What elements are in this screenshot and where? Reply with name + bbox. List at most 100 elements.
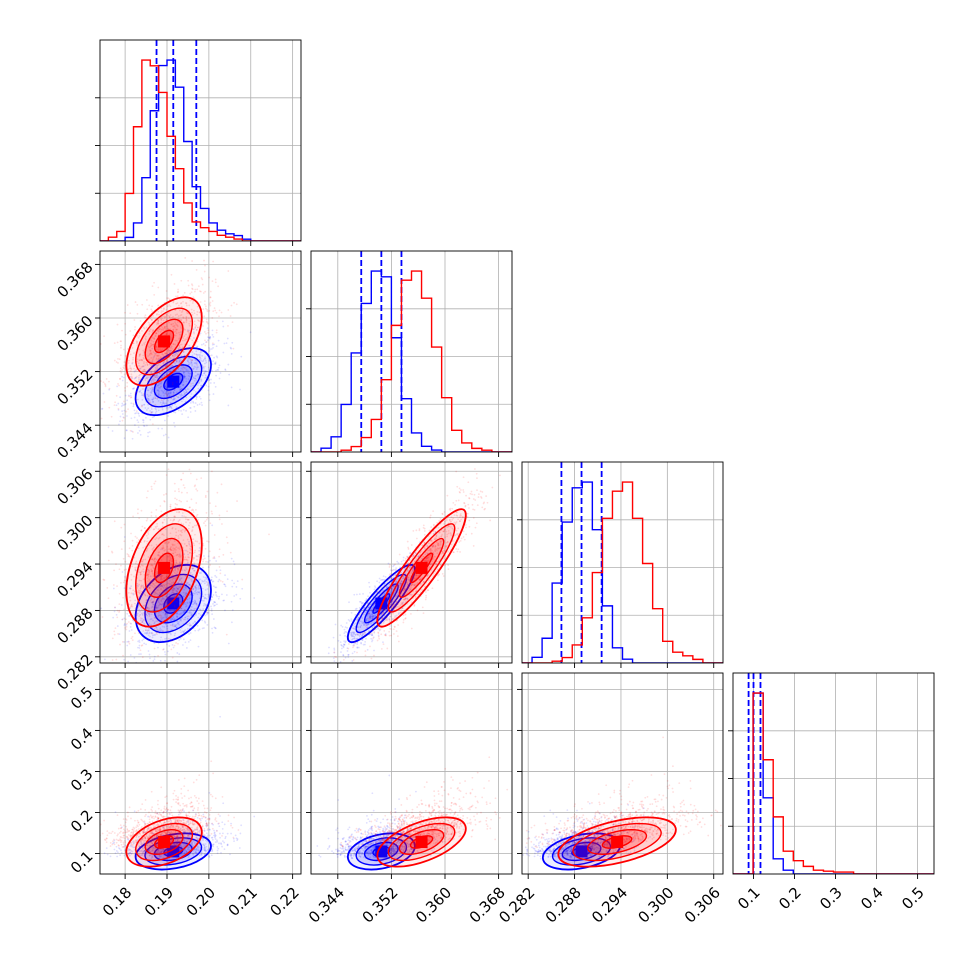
- scatter-point: [182, 618, 185, 621]
- scatter-point: [120, 346, 122, 349]
- scatter-point: [157, 350, 160, 352]
- scatter-point: [185, 380, 188, 383]
- scatter-point: [183, 375, 186, 378]
- scatter-point: [205, 341, 208, 343]
- scatter-point: [149, 401, 152, 404]
- scatter-point: [100, 417, 103, 420]
- scatter-point: [385, 616, 388, 619]
- scatter-point: [397, 562, 400, 564]
- scatter-point: [204, 576, 207, 579]
- scatter-point: [402, 556, 405, 559]
- scatter-point: [149, 599, 152, 602]
- scatter-point: [200, 359, 202, 362]
- scatter-point: [127, 553, 130, 556]
- scatter-point: [119, 643, 121, 646]
- scatter-point: [198, 553, 201, 556]
- scatter-point: [192, 296, 195, 299]
- scatter-point: [193, 565, 196, 568]
- scatter-point: [193, 544, 196, 547]
- scatter-point: [198, 628, 201, 631]
- scatter-point: [179, 566, 181, 569]
- scatter-point: [162, 315, 165, 318]
- scatter-point: [214, 363, 216, 365]
- scatter-point: [155, 558, 158, 561]
- scatter-point: [169, 538, 172, 541]
- scatter-point: [418, 579, 421, 581]
- scatter-point: [353, 643, 355, 645]
- scatter-point: [189, 547, 192, 550]
- scatter-point: [122, 366, 125, 369]
- scatter-point: [169, 532, 172, 535]
- scatter-point: [189, 549, 192, 551]
- scatter-point: [430, 548, 432, 550]
- scatter-point: [202, 566, 204, 569]
- scatter-point: [356, 637, 359, 640]
- scatter-point: [199, 572, 201, 574]
- scatter-point: [195, 353, 197, 356]
- scatter-point: [360, 620, 363, 623]
- scatter-point: [156, 322, 158, 324]
- scatter-point: [340, 624, 343, 627]
- scatter-point: [189, 407, 192, 409]
- scatter-point: [196, 340, 199, 343]
- scatter-point: [179, 565, 181, 568]
- scatter-point: [183, 354, 186, 357]
- scatter-point: [181, 387, 183, 390]
- scatter-point: [172, 343, 175, 346]
- scatter-point: [164, 602, 166, 604]
- scatter-point: [162, 434, 165, 437]
- scatter-point: [137, 596, 140, 598]
- scatter-point: [203, 522, 205, 524]
- scatter-point: [359, 620, 361, 623]
- scatter-point: [193, 309, 195, 312]
- scatter-point: [352, 627, 355, 630]
- scatter-point: [138, 335, 141, 337]
- scatter-point: [163, 598, 165, 600]
- scatter-point: [89, 357, 91, 359]
- scatter-point: [171, 656, 174, 659]
- scatter-point: [167, 555, 169, 558]
- scatter-point: [150, 318, 153, 321]
- scatter-point: [121, 640, 124, 643]
- scatter-point: [366, 614, 369, 617]
- scatter-point: [360, 601, 363, 604]
- scatter-point: [179, 388, 182, 391]
- scatter-point: [410, 593, 412, 596]
- scatter-point: [373, 614, 376, 617]
- scatter-point: [523, 439, 525, 441]
- scatter-point: [178, 338, 180, 340]
- scatter-point: [137, 646, 139, 649]
- scatter-point: [157, 363, 160, 366]
- scatter-point: [148, 584, 151, 586]
- subplot-content: [89, 257, 252, 440]
- scatter-point: [194, 629, 197, 632]
- subplot-content: [311, 251, 512, 452]
- scatter-point: [215, 311, 218, 314]
- scatter-point: [183, 515, 185, 518]
- scatter-point: [132, 387, 135, 390]
- scatter-point: [411, 579, 414, 582]
- scatter-point: [136, 386, 139, 389]
- scatter-point: [174, 362, 177, 365]
- scatter-point: [142, 421, 145, 424]
- scatter-point: [174, 334, 177, 337]
- scatter-point: [121, 618, 124, 621]
- scatter-point: [195, 398, 198, 400]
- scatter-point: [113, 633, 116, 636]
- scatter-point: [146, 632, 149, 635]
- scatter-point: [426, 557, 429, 560]
- scatter-point: [389, 577, 392, 580]
- scatter-point: [342, 643, 345, 646]
- scatter-point: [134, 607, 137, 610]
- scatter-point: [333, 651, 336, 654]
- scatter-point: [189, 385, 192, 388]
- scatter-point: [152, 586, 155, 589]
- scatter-point: [175, 328, 178, 331]
- scatter-point: [159, 401, 162, 404]
- scatter-point: [144, 527, 146, 529]
- scatter-point: [399, 581, 402, 584]
- scatter-point: [385, 585, 388, 588]
- scatter-point: [194, 359, 197, 361]
- scatter-point: [175, 559, 178, 562]
- scatter-point: [171, 364, 174, 367]
